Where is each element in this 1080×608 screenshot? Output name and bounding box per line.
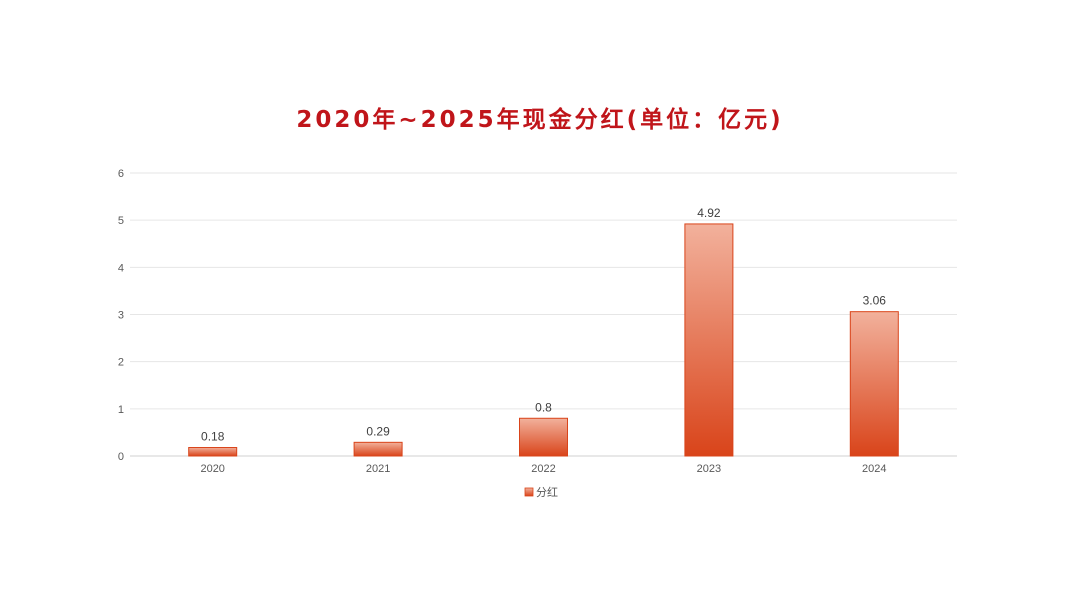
x-tick-label: 2024 [862, 463, 886, 475]
bar-2021 [353, 441, 403, 457]
y-tick-label: 5 [118, 215, 124, 227]
y-tick-label: 3 [118, 310, 124, 322]
bars: 0.18 0.29 0.8 4.92 3.06 [188, 206, 899, 457]
bar-2024 [849, 311, 899, 457]
y-tick-label: 1 [118, 404, 124, 416]
legend: 分红 [524, 486, 558, 499]
data-label: 0.18 [201, 430, 225, 444]
bar-2022 [519, 417, 568, 457]
x-tick-label: 2020 [200, 463, 224, 475]
y-tick-label: 6 [118, 168, 124, 180]
y-tick-label: 2 [118, 357, 124, 369]
x-tick-label: 2021 [366, 463, 390, 475]
gridlines [130, 172, 957, 457]
y-axis-ticks: 0 1 2 3 4 5 6 [118, 168, 124, 463]
data-label: 4.92 [697, 206, 721, 220]
data-label: 3.06 [863, 294, 887, 308]
x-axis-ticks: 2020 2021 2022 2023 2024 [200, 463, 886, 475]
x-tick-label: 2022 [531, 463, 555, 475]
data-label: 0.29 [366, 424, 390, 438]
bar-2020 [188, 447, 238, 457]
legend-label: 分红 [536, 486, 558, 499]
legend-swatch [524, 487, 534, 497]
chart-title: 2020年~2025年现金分红(单位：亿元) [296, 107, 784, 133]
data-label: 0.8 [535, 400, 552, 414]
x-tick-label: 2023 [697, 463, 721, 475]
y-tick-label: 0 [118, 451, 124, 463]
bar-2023 [684, 223, 734, 457]
y-tick-label: 4 [118, 262, 124, 274]
